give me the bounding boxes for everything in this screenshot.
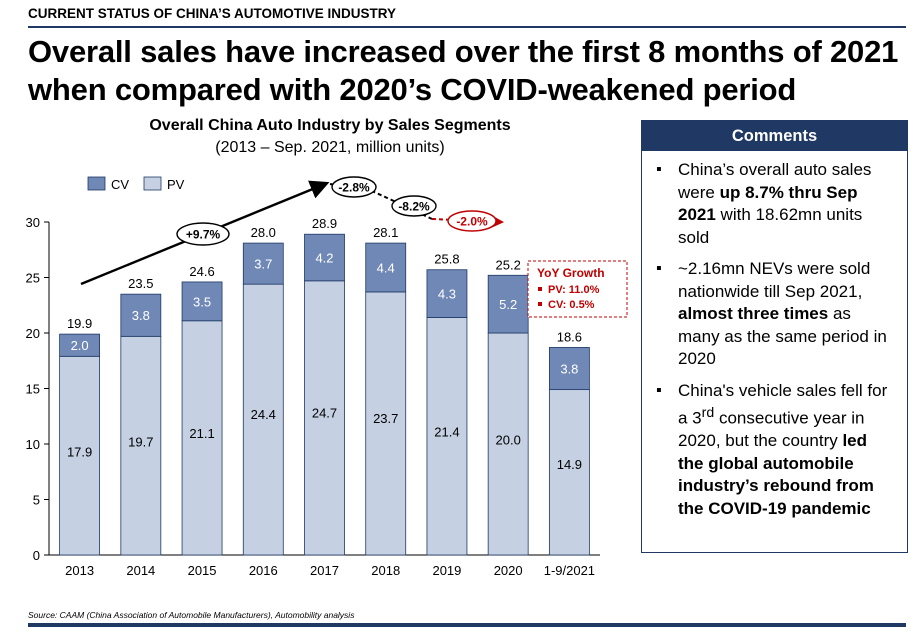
pv-bar (548, 389, 590, 556)
cv-value-label: 3.5 (193, 294, 211, 309)
x-tick-label: 2014 (126, 563, 155, 578)
yoy-cv: CV: 0.5% (548, 299, 595, 311)
headline-line-2: when compared with 2020’s COVID-weakened… (28, 72, 797, 107)
cv-value-label: 2.0 (71, 338, 89, 353)
cv-value-label: 4.2 (315, 251, 333, 266)
cv-bar (304, 233, 345, 282)
cv-bar (242, 242, 284, 285)
pv-bar (426, 317, 468, 556)
x-tick-label: 2018 (371, 563, 400, 578)
total-value-label: 23.5 (128, 276, 153, 291)
legend-swatch-cv (87, 176, 106, 191)
pv-bar (181, 320, 223, 556)
cv-bar (120, 293, 162, 337)
comments-panel: Comments China’s overall auto sales were… (641, 120, 908, 553)
page-headline: Overall sales have increased over the fi… (28, 33, 908, 109)
cv-bar (365, 242, 407, 293)
chart-title: Overall China Auto Industry by Sales Seg… (149, 117, 511, 134)
cv-bar (59, 333, 101, 357)
pv-value-label: 21.4 (434, 424, 459, 439)
y-tick-label: 20 (26, 326, 40, 341)
total-value-label: 28.0 (251, 225, 276, 240)
cv-value-label: 3.8 (560, 362, 578, 377)
total-value-label: 19.9 (67, 316, 92, 331)
comment-item: ~2.16mn NEVs were sold nationwide till S… (656, 258, 897, 371)
pv-value-label: 24.4 (251, 407, 276, 422)
pv-value-label: 20.0 (496, 433, 521, 448)
x-tick-label: 2019 (432, 563, 461, 578)
x-tick-label: 1-9/2021 (544, 563, 595, 578)
yoy-bullet (538, 287, 542, 291)
cv-bar (181, 281, 223, 322)
top-rule (28, 26, 906, 28)
y-tick-label: 10 (26, 437, 40, 452)
pv-bar (304, 280, 345, 556)
pv-value-label: 19.7 (128, 434, 153, 449)
source-note: Source: CAAM (China Association of Autom… (28, 610, 355, 620)
headline-line-1: Overall sales have increased over the fi… (28, 34, 899, 69)
x-tick-label: 2017 (310, 563, 339, 578)
growth-bubble (176, 222, 230, 246)
growth-label-2019: -8.2% (398, 200, 430, 214)
x-tick-label: 2016 (249, 563, 278, 578)
yoy-growth-box (527, 260, 628, 318)
legend-swatch-pv (143, 176, 162, 191)
total-value-label: 25.2 (496, 257, 521, 272)
y-tick-label: 5 (33, 493, 40, 508)
comment-item: China's vehicle sales fell for a 3rd con… (656, 380, 897, 521)
y-tick-label: 25 (26, 271, 40, 286)
pv-value-label: 17.9 (67, 445, 92, 460)
total-value-label: 18.6 (557, 329, 582, 344)
total-value-label: 28.1 (373, 225, 398, 240)
growth-bubble (331, 176, 377, 198)
cv-bar (548, 347, 590, 391)
pv-bar (242, 283, 284, 556)
comments-list: China’s overall auto sales were up 8.7% … (642, 151, 907, 520)
comments-title: Comments (642, 121, 907, 151)
growth-label-2020: -2.0% (456, 215, 488, 229)
x-tick-label: 2015 (188, 563, 217, 578)
legend-label-pv: PV (167, 177, 185, 192)
pv-bar (365, 291, 407, 556)
total-value-label: 28.9 (312, 216, 337, 231)
y-tick-label: 0 (33, 548, 40, 563)
growth-label-2018: -2.8% (338, 181, 370, 195)
yoy-growth-title: YoY Growth (537, 266, 605, 280)
legend-label-cv: CV (111, 177, 129, 192)
pv-value-label: 21.1 (189, 426, 214, 441)
total-value-label: 24.6 (189, 264, 214, 279)
stacked-bar-chart: 0 5 10 15 20 25 30 17.9 2.0 19.9 2013 19.7 3.8 23.5 20… (26, 176, 628, 578)
pv-value-label: 23.7 (373, 411, 398, 426)
yoy-bullet (538, 302, 542, 306)
pv-value-label: 14.9 (557, 457, 582, 472)
cv-value-label: 5.2 (499, 297, 517, 312)
cv-value-label: 4.4 (377, 261, 395, 276)
x-tick-label: 2020 (494, 563, 523, 578)
growth-label-up: +9.7% (186, 228, 221, 242)
cv-value-label: 3.7 (254, 257, 272, 272)
cv-value-label: 3.8 (132, 308, 150, 323)
pv-bar (120, 335, 162, 556)
y-tick-label: 30 (26, 215, 40, 230)
cv-bar (426, 269, 468, 318)
total-value-label: 25.8 (434, 252, 459, 267)
x-tick-label: 2013 (65, 563, 94, 578)
pv-bar (59, 355, 101, 556)
growth-bubble (447, 210, 497, 232)
comment-item: China’s overall auto sales were up 8.7% … (656, 159, 897, 249)
yoy-pv: PV: 11.0% (548, 284, 600, 296)
bottom-rule (28, 623, 906, 627)
section-kicker: CURRENT STATUS OF CHINA’S AUTOMOTIVE IND… (28, 6, 397, 21)
y-tick-label: 15 (26, 382, 40, 397)
growth-bubble (391, 195, 437, 217)
chart-subtitle: (2013 – Sep. 2021, million units) (215, 139, 445, 156)
cv-value-label: 4.3 (438, 287, 456, 302)
pv-value-label: 24.7 (312, 405, 337, 420)
